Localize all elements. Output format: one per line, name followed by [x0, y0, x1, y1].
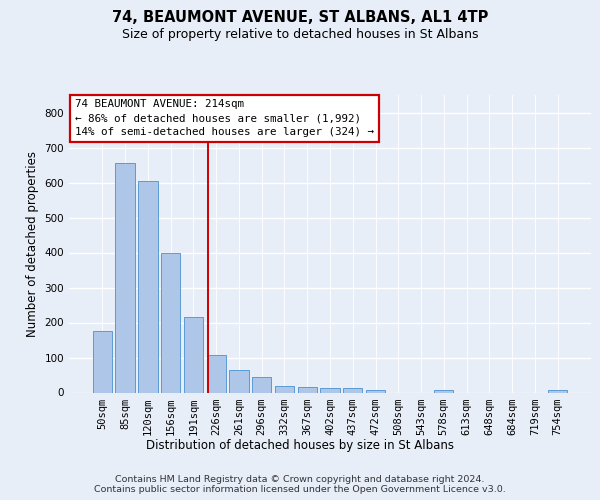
Bar [161, 252, 181, 392]
Bar [138, 181, 158, 392]
Text: Distribution of detached houses by size in St Albans: Distribution of detached houses by size … [146, 439, 454, 452]
Text: 74, BEAUMONT AVENUE, ST ALBANS, AL1 4TP: 74, BEAUMONT AVENUE, ST ALBANS, AL1 4TP [112, 10, 488, 25]
Bar [275, 386, 294, 392]
Bar [93, 331, 112, 392]
Bar [548, 390, 567, 392]
Text: 74 BEAUMONT AVENUE: 214sqm
← 86% of detached houses are smaller (1,992)
14% of s: 74 BEAUMONT AVENUE: 214sqm ← 86% of deta… [75, 100, 374, 138]
Text: Contains HM Land Registry data © Crown copyright and database right 2024.
Contai: Contains HM Land Registry data © Crown c… [94, 475, 506, 494]
Bar [115, 164, 135, 392]
Bar [229, 370, 248, 392]
Bar [434, 390, 454, 392]
Bar [298, 387, 317, 392]
Bar [184, 318, 203, 392]
Bar [343, 388, 362, 392]
Bar [366, 390, 385, 392]
Bar [320, 388, 340, 392]
Y-axis label: Number of detached properties: Number of detached properties [26, 151, 39, 337]
Bar [206, 355, 226, 393]
Bar [252, 377, 271, 392]
Text: Size of property relative to detached houses in St Albans: Size of property relative to detached ho… [122, 28, 478, 41]
